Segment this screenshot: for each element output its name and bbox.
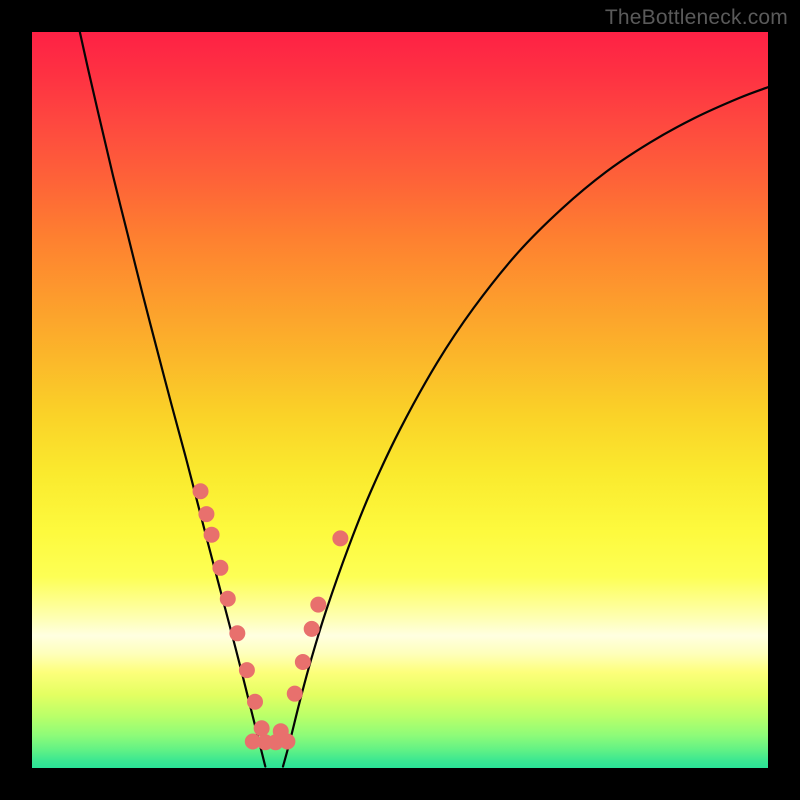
marker-point bbox=[254, 721, 269, 736]
chart-canvas: TheBottleneck.com bbox=[0, 0, 800, 800]
watermark-label: TheBottleneck.com bbox=[605, 6, 788, 30]
marker-point bbox=[311, 597, 326, 612]
marker-point bbox=[230, 626, 245, 641]
marker-point bbox=[220, 591, 235, 606]
marker-point bbox=[273, 724, 288, 739]
marker-point bbox=[239, 663, 254, 678]
marker-point bbox=[287, 686, 302, 701]
marker-point bbox=[248, 694, 263, 709]
marker-point bbox=[295, 655, 310, 670]
marker-point bbox=[213, 560, 228, 575]
marker-point bbox=[333, 531, 348, 546]
marker-point bbox=[204, 527, 219, 542]
marker-point bbox=[304, 621, 319, 636]
marker-point bbox=[193, 484, 208, 499]
plot-background bbox=[32, 32, 768, 768]
chart-svg bbox=[0, 0, 800, 800]
marker-point bbox=[199, 507, 214, 522]
